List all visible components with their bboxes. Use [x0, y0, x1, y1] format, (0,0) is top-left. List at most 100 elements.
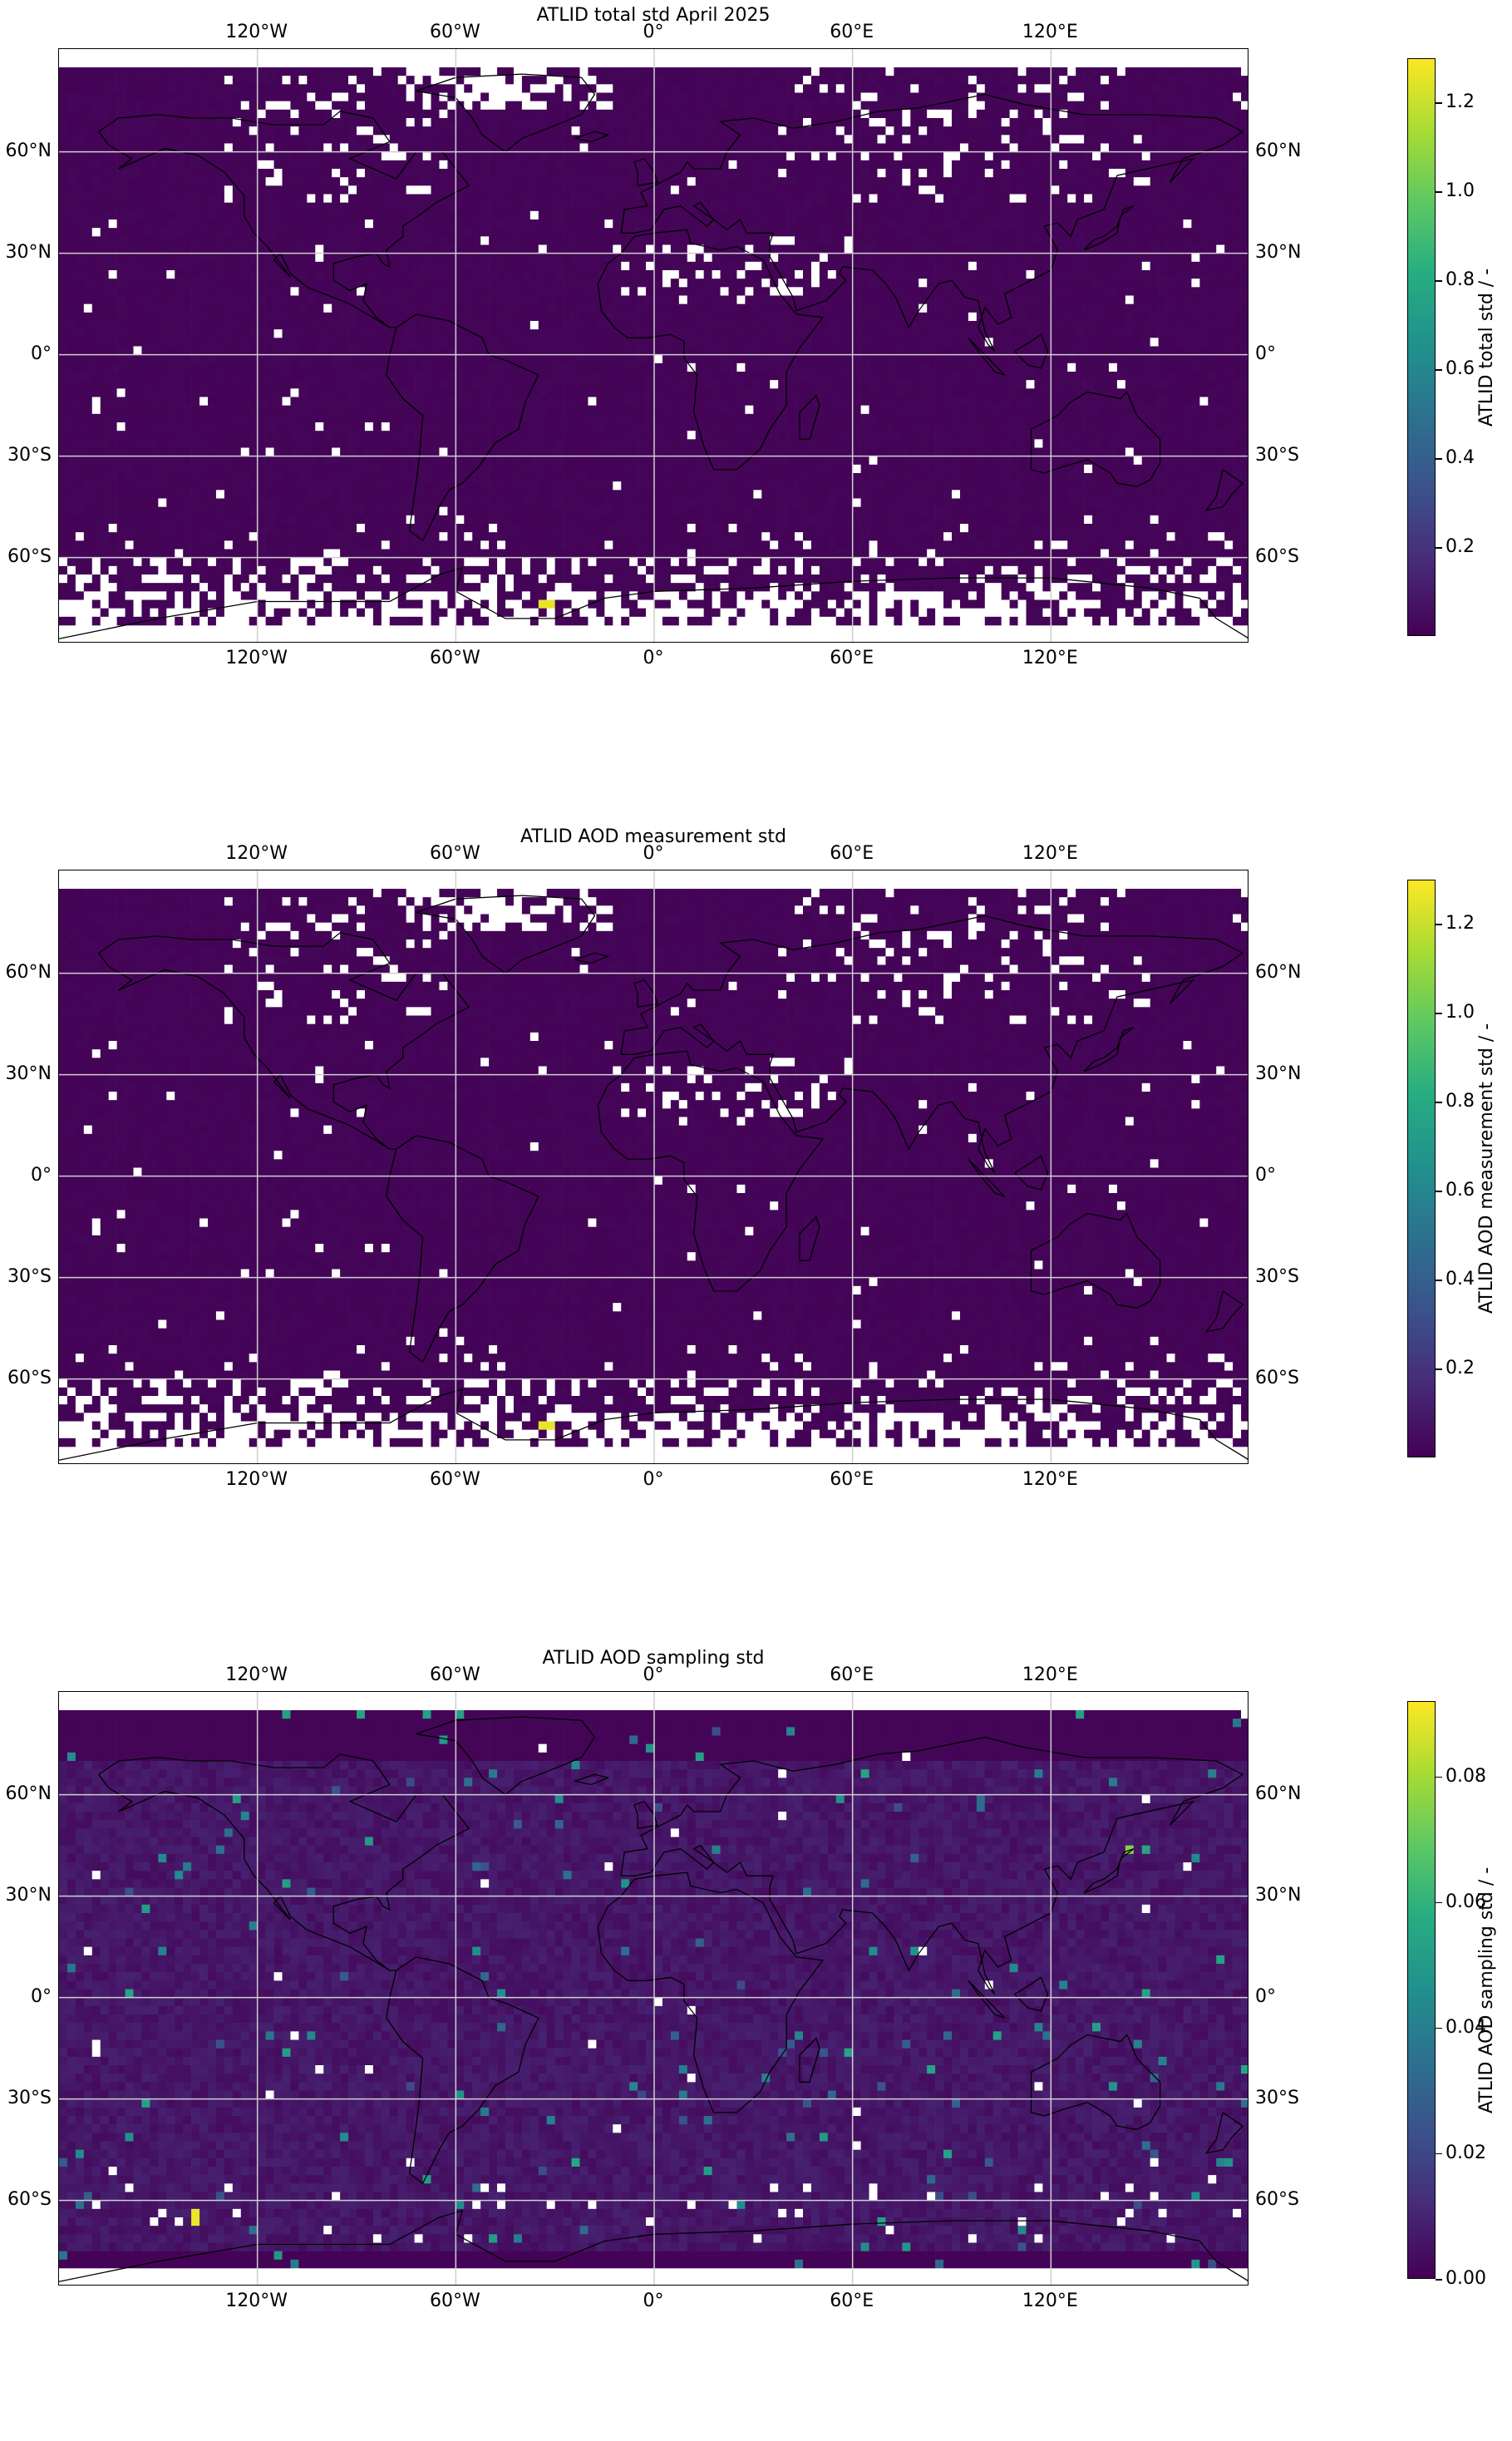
heatmap-cell [530, 160, 539, 169]
heatmap-cell [249, 177, 258, 185]
heatmap-cell [1010, 228, 1018, 236]
heatmap-cell [224, 211, 233, 219]
heatmap-cell [704, 93, 712, 101]
heatmap-cell [770, 93, 778, 101]
heatmap-cell [539, 118, 547, 126]
heatmap-cell [307, 254, 315, 262]
heatmap-cell [985, 152, 993, 160]
heatmap-cell [1018, 152, 1027, 160]
heatmap-cell [241, 338, 249, 346]
heatmap-cell [1067, 195, 1076, 203]
heatmap-cell [993, 321, 1002, 329]
heatmap-cell [439, 338, 447, 346]
heatmap-cell [845, 329, 853, 338]
heatmap-cell [1241, 304, 1249, 313]
heatmap-cell [67, 152, 76, 160]
heatmap-cell [1010, 195, 1018, 203]
heatmap-cell [1084, 304, 1092, 313]
heatmap-cell [1010, 177, 1018, 185]
heatmap-cell [456, 279, 464, 287]
heatmap-cell [803, 287, 811, 295]
heatmap-cell [596, 203, 604, 211]
heatmap-cell [919, 338, 927, 346]
heatmap-cell [1159, 262, 1167, 270]
heatmap-cell [1216, 211, 1224, 219]
heatmap-cell [753, 144, 761, 152]
heatmap-cell [1159, 93, 1167, 101]
heatmap-cell [960, 177, 968, 185]
heatmap-cell [1134, 152, 1142, 160]
heatmap-cell [1027, 304, 1035, 313]
heatmap-cell [1092, 254, 1101, 262]
heatmap-cell [249, 169, 258, 177]
heatmap-cell [208, 67, 216, 76]
heatmap-cell [126, 347, 134, 355]
heatmap-cell [910, 211, 919, 219]
heatmap-cell [588, 279, 596, 287]
heatmap-cell [869, 304, 878, 313]
heatmap-cell [646, 177, 654, 185]
heatmap-cell [241, 76, 249, 84]
heatmap-cell [1183, 304, 1191, 313]
heatmap-cell [604, 152, 613, 160]
heatmap-cell [166, 185, 175, 194]
heatmap-cell [373, 211, 382, 219]
heatmap-cell [241, 152, 249, 160]
heatmap-cell [662, 304, 671, 313]
heatmap-cell [654, 287, 662, 295]
heatmap-cell [274, 270, 283, 279]
heatmap-cell [76, 347, 84, 355]
heatmap-cell [770, 296, 778, 304]
heatmap-cell [415, 304, 423, 313]
heatmap-cell [348, 185, 357, 194]
heatmap-cell [1125, 177, 1134, 185]
heatmap-cell [795, 195, 803, 203]
heatmap-cell [117, 236, 126, 244]
heatmap-cell [786, 347, 795, 355]
heatmap-cell [117, 211, 126, 219]
heatmap-cell [126, 254, 134, 262]
heatmap-cell [654, 262, 662, 270]
heatmap-cell [340, 211, 348, 219]
heatmap-cell [191, 135, 199, 143]
heatmap-cell [323, 347, 332, 355]
heatmap-cell [1059, 152, 1067, 160]
heatmap-cell [729, 93, 737, 101]
heatmap-cell [778, 219, 786, 228]
heatmap-cell [323, 177, 332, 185]
heatmap-cell [472, 254, 480, 262]
heatmap-cell [1150, 245, 1159, 254]
heatmap-cell [745, 84, 753, 92]
heatmap-cell [712, 185, 721, 194]
heatmap-cell [943, 110, 952, 118]
heatmap-cell [853, 355, 861, 363]
heatmap-cell [960, 203, 968, 211]
heatmap-cell [629, 287, 638, 295]
heatmap-cell [1224, 211, 1233, 219]
heatmap-cell [1109, 296, 1117, 304]
heatmap-cell [1150, 236, 1159, 244]
heatmap-cell [266, 236, 274, 244]
heatmap-cell [1117, 110, 1125, 118]
heatmap-cell [59, 329, 67, 338]
heatmap-cell [910, 177, 919, 185]
heatmap-cell [977, 262, 985, 270]
heatmap-cell [919, 144, 927, 152]
heatmap-cell [323, 76, 332, 84]
heatmap-cell [878, 329, 886, 338]
heatmap-cell [745, 245, 753, 254]
heatmap-cell [721, 110, 729, 118]
heatmap-cell [960, 211, 968, 219]
heatmap-cell [199, 76, 208, 84]
heatmap-cell [109, 185, 117, 194]
heatmap-cell [1159, 228, 1167, 236]
heatmap-cell [696, 270, 704, 279]
heatmap-cell [1027, 211, 1035, 219]
heatmap-cell [323, 152, 332, 160]
heatmap-cell [687, 245, 696, 254]
heatmap-cell [729, 185, 737, 194]
heatmap-cell [522, 160, 530, 169]
heatmap-cell [216, 144, 224, 152]
heatmap-cell [489, 185, 497, 194]
heatmap-cell [480, 185, 489, 194]
